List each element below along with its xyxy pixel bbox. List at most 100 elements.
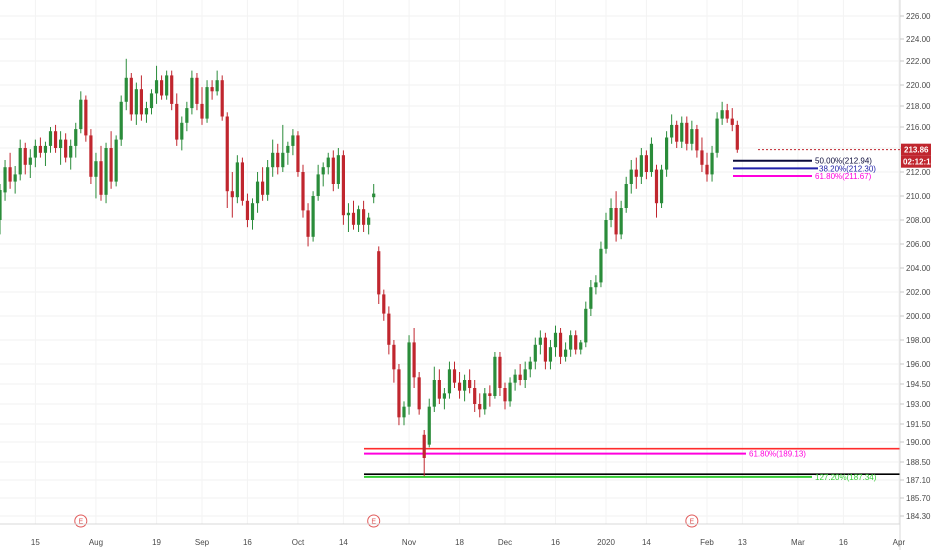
candle (149, 89, 154, 115)
candle-body (715, 118, 719, 153)
candle (215, 70, 219, 96)
candle (326, 152, 330, 175)
candle (710, 145, 714, 182)
candle (629, 160, 633, 194)
candle-body (442, 393, 446, 399)
candle (331, 150, 335, 192)
candle (235, 155, 239, 204)
candle-body (235, 162, 239, 198)
grid (0, 0, 900, 524)
candle-body (38, 145, 42, 153)
candle (377, 246, 381, 304)
candle-body (109, 148, 113, 182)
candle (205, 80, 209, 123)
x-tick-label: 16 (839, 538, 848, 547)
candle (225, 112, 229, 208)
horizontal-lines (364, 447, 900, 476)
candle-body (74, 129, 78, 146)
candle-body (609, 208, 613, 220)
candle-body (79, 99, 83, 130)
candle (695, 124, 699, 158)
y-tick-label: 184.30 (906, 512, 931, 521)
candle-body (407, 342, 411, 407)
candle (321, 162, 325, 187)
candle (291, 129, 295, 156)
candle (341, 150, 345, 225)
candle (311, 191, 315, 242)
candle (427, 398, 431, 448)
y-tick-label: 193.00 (906, 400, 931, 409)
candle-body (367, 217, 371, 225)
candle (589, 280, 593, 316)
candle (139, 75, 143, 121)
candle-body (276, 152, 280, 168)
candle (523, 361, 527, 388)
candle-body (59, 139, 63, 148)
y-tick-label: 212.00 (906, 168, 931, 177)
candle (13, 166, 17, 194)
candle (442, 388, 446, 410)
candle (129, 73, 133, 121)
candle-body (64, 139, 68, 158)
candle (387, 306, 391, 355)
candle-body (528, 361, 532, 370)
candle (730, 108, 734, 132)
candle (614, 191, 618, 242)
candle-body (200, 103, 204, 119)
candle-body (13, 174, 17, 182)
candle-body (326, 157, 330, 168)
candle-body (553, 332, 558, 348)
candle (301, 164, 305, 218)
candle-body (33, 145, 37, 158)
candle (584, 301, 588, 348)
y-tick-label: 196.00 (906, 360, 931, 369)
fib-label: 38.20%(212.30) (819, 164, 876, 173)
candle-body (518, 374, 522, 380)
candle-body (548, 347, 553, 362)
candle-body (160, 80, 164, 96)
candle (594, 275, 598, 295)
candle (609, 198, 613, 228)
candle-body (569, 335, 573, 350)
candle-body (271, 152, 275, 168)
candle-body (119, 101, 123, 140)
x-tick-label: Apr (893, 538, 906, 547)
candle (564, 342, 568, 362)
candle (619, 200, 623, 240)
candle-body (402, 406, 406, 418)
candle (38, 137, 42, 158)
candle (367, 212, 371, 235)
y-tick-label: 226.00 (906, 12, 931, 21)
candle-body (129, 77, 133, 115)
candle (195, 73, 199, 111)
candle-body (336, 155, 340, 184)
candle-body (154, 80, 159, 94)
candle-body (291, 135, 295, 146)
candle (210, 80, 214, 100)
candle (165, 70, 169, 100)
candle-body (579, 342, 583, 350)
candle-body (523, 369, 527, 380)
candle (306, 203, 310, 247)
candle-body (594, 282, 598, 288)
candle-body (508, 382, 512, 402)
x-tick-label: Aug (89, 538, 103, 547)
candle (558, 328, 563, 364)
candle-body (710, 152, 714, 175)
candle-body (351, 212, 356, 225)
candle-body (240, 162, 244, 201)
candle-body (604, 220, 608, 249)
candle (362, 200, 366, 232)
candle (579, 340, 583, 355)
candle (483, 388, 487, 415)
candle-body (0, 190, 2, 220)
candle (447, 361, 452, 399)
candle-body (266, 167, 270, 195)
candle (468, 369, 472, 394)
candle-body (99, 161, 103, 195)
candle-body (675, 124, 679, 142)
candle (160, 75, 164, 100)
candle (412, 328, 416, 388)
candle (599, 241, 603, 288)
candle-body (452, 369, 457, 383)
